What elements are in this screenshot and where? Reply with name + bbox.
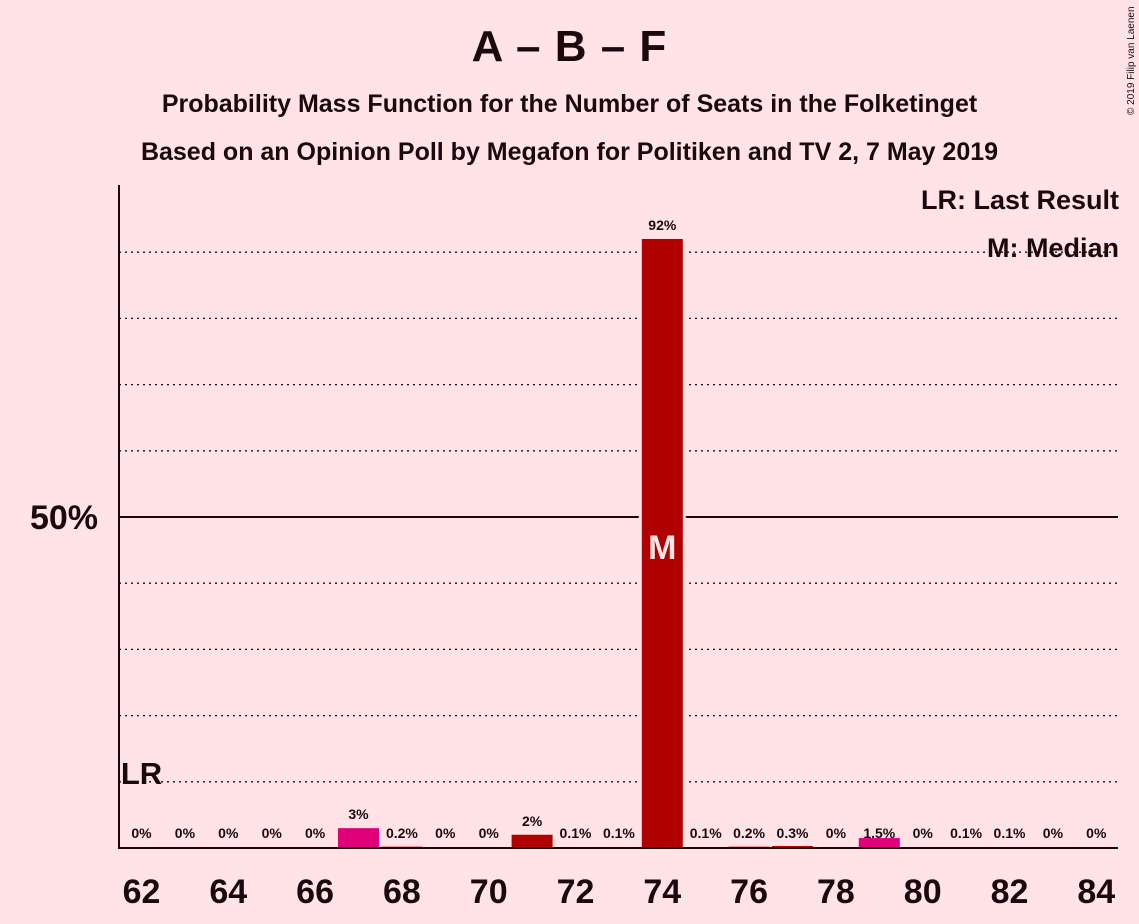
value-label-seat-68: 0.2% [386, 825, 418, 841]
value-label-seat-64: 0% [218, 825, 239, 841]
bar-seat-71 [511, 834, 553, 848]
bar-halo [986, 844, 1033, 848]
value-label-seat-84: 0% [1086, 825, 1107, 841]
median-marker: M [648, 529, 676, 567]
bar-halo [378, 843, 426, 848]
value-label-seat-83: 0% [1043, 825, 1064, 841]
bar-halo [769, 843, 816, 848]
value-label-seat-81: 0.1% [950, 825, 982, 841]
bar-halo [595, 844, 643, 848]
x-tick-label-76: 76 [730, 873, 768, 911]
x-tick-label-82: 82 [991, 873, 1029, 911]
value-label-seat-80: 0% [913, 825, 934, 841]
bar-halo [725, 843, 773, 848]
value-label-seat-67: 3% [348, 806, 369, 822]
chart-source-line: Based on an Opinion Poll by Megafon for … [140, 138, 999, 166]
x-tick-label-84: 84 [1077, 873, 1115, 911]
bar-seat-67 [338, 828, 379, 848]
bar-seat-74 [641, 238, 683, 848]
value-label-seat-82: 0.1% [994, 825, 1026, 841]
value-label-seat-75: 0.1% [690, 825, 722, 841]
value-label-seat-76: 0.2% [733, 825, 765, 841]
bar-halo [942, 844, 990, 848]
value-label-seat-73: 0.1% [603, 825, 635, 841]
x-tick-label-74: 74 [643, 873, 681, 911]
value-label-seat-65: 0% [262, 825, 283, 841]
y-tick-label: 50% [30, 499, 98, 537]
x-tick-label-64: 64 [209, 873, 247, 911]
x-tick-label-72: 72 [557, 873, 595, 911]
value-label-seat-70: 0% [479, 825, 500, 841]
value-label-seat-74: 92% [648, 217, 677, 233]
bar-halo [552, 844, 599, 848]
value-label-seat-77: 0.3% [777, 825, 809, 841]
x-tick-label-78: 78 [817, 873, 855, 911]
value-label-seat-78: 0% [826, 825, 847, 841]
value-label-seat-69: 0% [435, 825, 456, 841]
value-label-seat-66: 0% [305, 825, 326, 841]
value-label-seat-63: 0% [175, 825, 196, 841]
x-tick-label-70: 70 [470, 873, 508, 911]
x-tick-label-80: 80 [904, 873, 942, 911]
legend-last-result: LR: Last Result [920, 185, 1119, 215]
chart-title: A – B – F [471, 22, 668, 71]
bar-seat-79 [858, 838, 900, 848]
value-label-seat-62: 0% [131, 825, 152, 841]
bar-halo [682, 844, 730, 848]
value-label-seat-79: 1.5% [863, 825, 895, 841]
value-label-seat-72: 0.1% [560, 825, 592, 841]
chart-subtitle: Probability Mass Function for the Number… [161, 90, 978, 118]
x-tick-label-66: 66 [296, 873, 334, 911]
value-label-seat-71: 2% [522, 813, 543, 829]
x-tick-label-68: 68 [383, 873, 421, 911]
x-tick-label-62: 62 [123, 873, 161, 911]
last-result-marker: LR [121, 756, 162, 791]
legend-median: M: Median [987, 233, 1119, 263]
